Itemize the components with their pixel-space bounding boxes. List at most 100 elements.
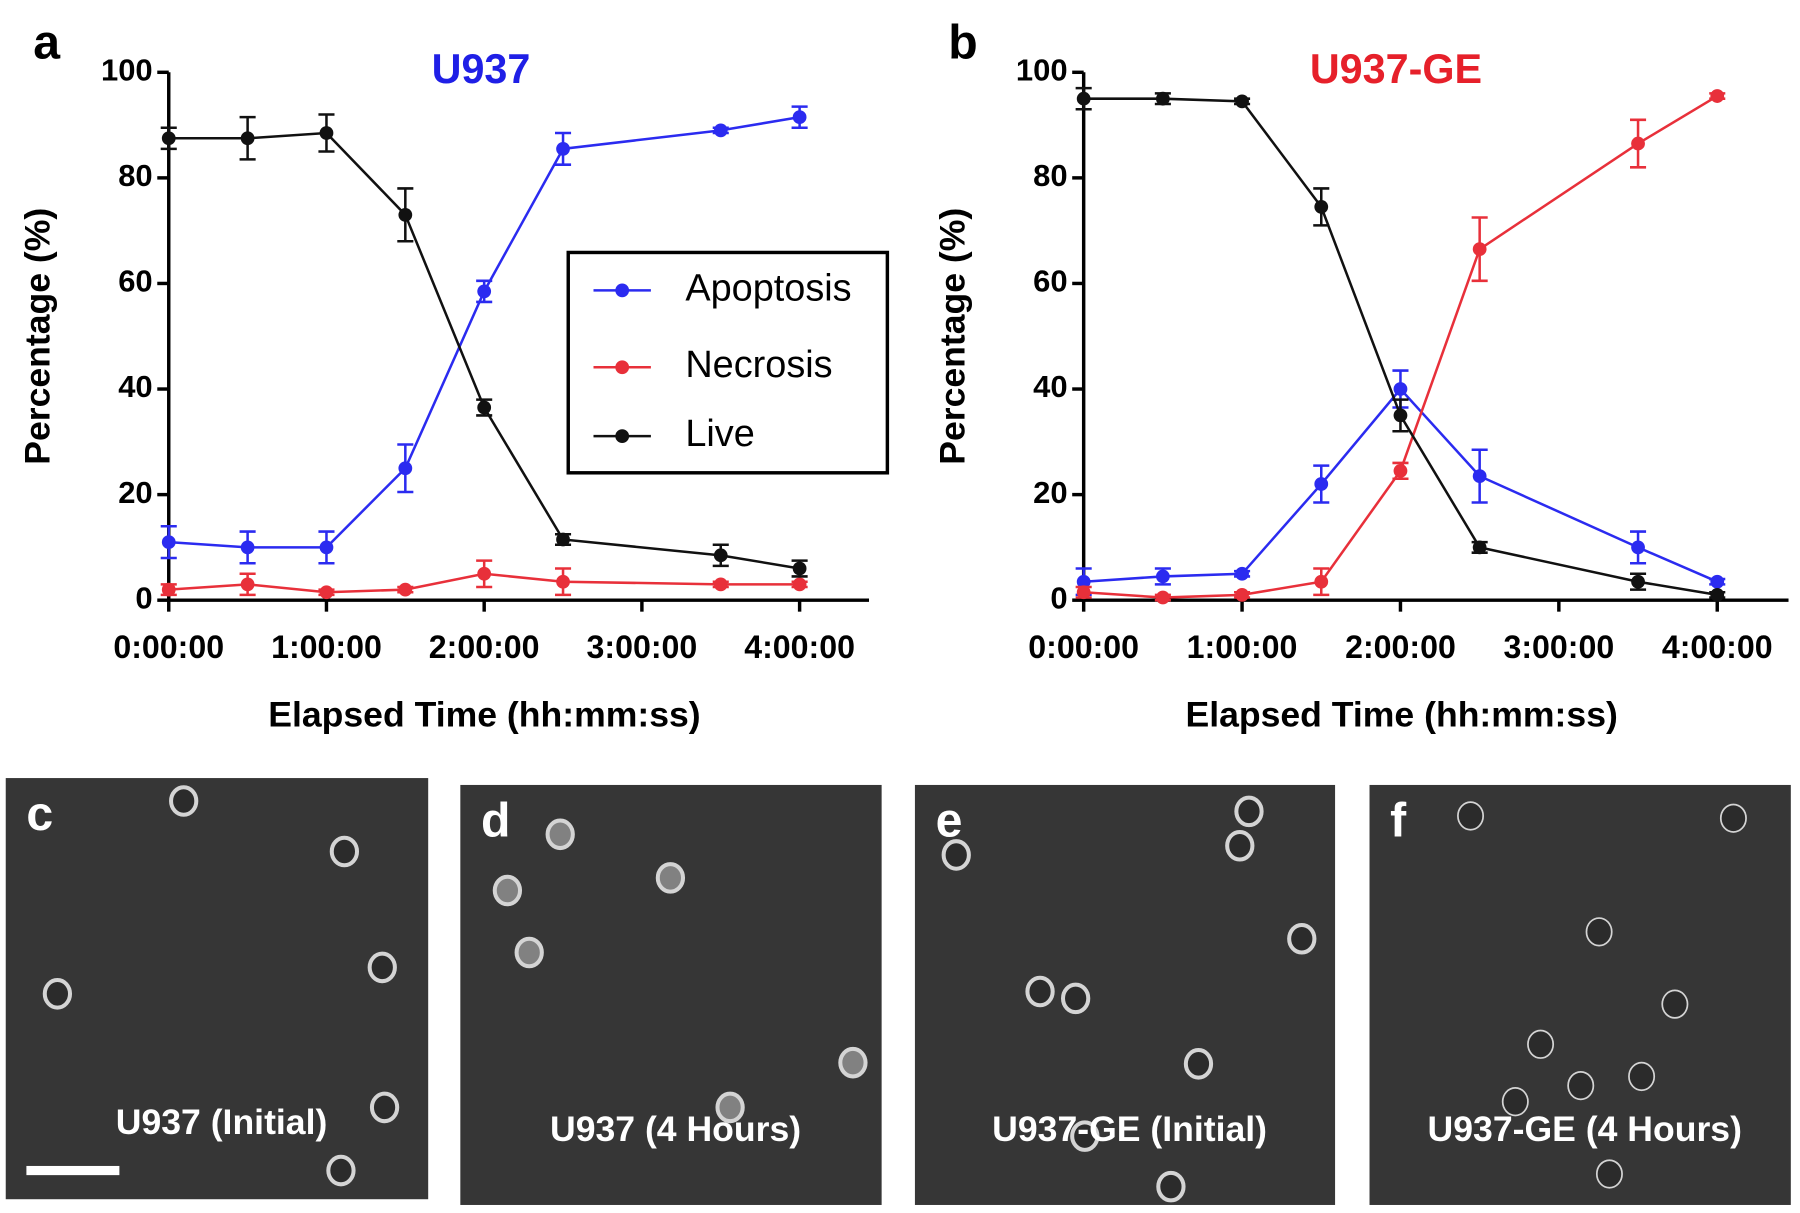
image-caption: U937-GE (4 Hours) — [1428, 1109, 1742, 1149]
cell — [1287, 922, 1317, 955]
cell — [1061, 982, 1091, 1015]
y-tick-label: 60 — [1033, 264, 1067, 299]
data-point — [556, 141, 570, 156]
image-caption: U937 (Initial) — [116, 1102, 328, 1142]
x-tick-label: 2:00:00 — [1345, 629, 1456, 665]
legend-label: Live — [685, 413, 754, 455]
data-point — [240, 577, 255, 592]
data-point — [1631, 540, 1645, 555]
cell — [1225, 829, 1255, 862]
x-tick-label: 0:00:00 — [113, 629, 224, 665]
series-line — [1083, 94, 1718, 599]
data-point — [319, 585, 334, 600]
data-point — [1631, 574, 1645, 589]
data-point — [161, 582, 176, 597]
cell — [1595, 1159, 1623, 1189]
cell — [1527, 1029, 1555, 1059]
series-line — [1083, 387, 1718, 583]
panel-label: d — [481, 794, 510, 848]
cell — [1070, 1120, 1100, 1152]
data-point — [1710, 588, 1725, 602]
micrograph-background — [1369, 784, 1791, 1205]
cell — [715, 1091, 745, 1124]
data-point — [1314, 477, 1329, 491]
data-point — [713, 548, 728, 563]
y-tick-label: 0 — [1050, 580, 1067, 615]
panel-label: b — [948, 16, 977, 70]
panel-label: a — [33, 16, 61, 70]
cell — [838, 1046, 868, 1079]
y-tick-label: 20 — [118, 475, 152, 510]
image-caption: U937-GE (Initial) — [992, 1109, 1267, 1149]
y-axis-label: Percentage (%) — [18, 208, 58, 465]
cell — [1156, 1170, 1186, 1203]
data-point — [1393, 408, 1408, 423]
data-point — [1314, 200, 1329, 214]
cell — [514, 936, 544, 969]
cell — [545, 818, 575, 851]
panel-label: c — [26, 787, 53, 841]
legend-label: Necrosis — [685, 344, 832, 386]
x-axis-label: Elapsed Time (hh:mm:ss) — [1185, 695, 1617, 735]
cell — [1234, 795, 1264, 828]
cell — [1585, 917, 1613, 947]
data-point — [1314, 574, 1329, 589]
data-point — [556, 532, 570, 547]
data-point — [477, 284, 492, 299]
data-point — [713, 577, 728, 592]
data-point — [792, 577, 807, 592]
cell — [1457, 801, 1485, 831]
micrograph: d U937 (4 Hours) — [460, 784, 882, 1205]
data-point — [161, 131, 176, 146]
micrograph: c U937 (Initial) — [5, 778, 429, 1200]
data-point — [319, 126, 334, 140]
series-line — [1083, 97, 1718, 597]
cell — [1661, 989, 1689, 1019]
x-tick-label: 4:00:00 — [744, 629, 855, 665]
data-point — [1076, 585, 1091, 600]
data-point — [792, 110, 807, 125]
data-point — [1472, 469, 1487, 484]
cell — [655, 862, 686, 894]
data-point — [1235, 94, 1249, 109]
data-point — [1155, 569, 1170, 584]
micrograph-background — [914, 784, 1336, 1205]
data-point — [477, 566, 492, 581]
legend-marker — [615, 283, 630, 298]
image-caption: U937 (4 Hours) — [550, 1109, 801, 1149]
data-point — [1155, 590, 1170, 605]
chart-title: U937 — [432, 46, 531, 92]
data-point — [556, 574, 570, 589]
y-tick-label: 0 — [135, 580, 152, 615]
data-point — [240, 540, 255, 555]
data-point — [1472, 242, 1487, 257]
data-point — [398, 207, 413, 222]
cell — [1501, 1087, 1529, 1117]
y-tick-label: 100 — [101, 52, 153, 87]
x-axis-label: Elapsed Time (hh:mm:ss) — [268, 695, 700, 735]
series-line — [168, 572, 800, 594]
cell — [1025, 975, 1055, 1008]
data-point — [1235, 566, 1249, 581]
legend-marker — [615, 429, 630, 443]
data-point — [477, 400, 492, 415]
x-tick-label: 0:00:00 — [1028, 629, 1139, 665]
data-point — [1393, 463, 1408, 478]
data-point — [398, 461, 413, 476]
cell — [1719, 803, 1747, 833]
data-point — [1076, 91, 1091, 106]
data-point — [398, 582, 413, 597]
data-point — [1710, 574, 1725, 589]
data-point — [240, 131, 255, 146]
legend-label: Apoptosis — [685, 267, 851, 309]
micrograph: e U937-GE (Initial) — [914, 784, 1336, 1205]
data-point — [1472, 540, 1487, 555]
cell — [1567, 1070, 1595, 1101]
cell — [1183, 1048, 1214, 1080]
cell — [326, 1154, 356, 1187]
series-line — [168, 115, 800, 549]
y-tick-label: 100 — [1016, 52, 1068, 87]
x-tick-label: 1:00:00 — [271, 629, 382, 665]
